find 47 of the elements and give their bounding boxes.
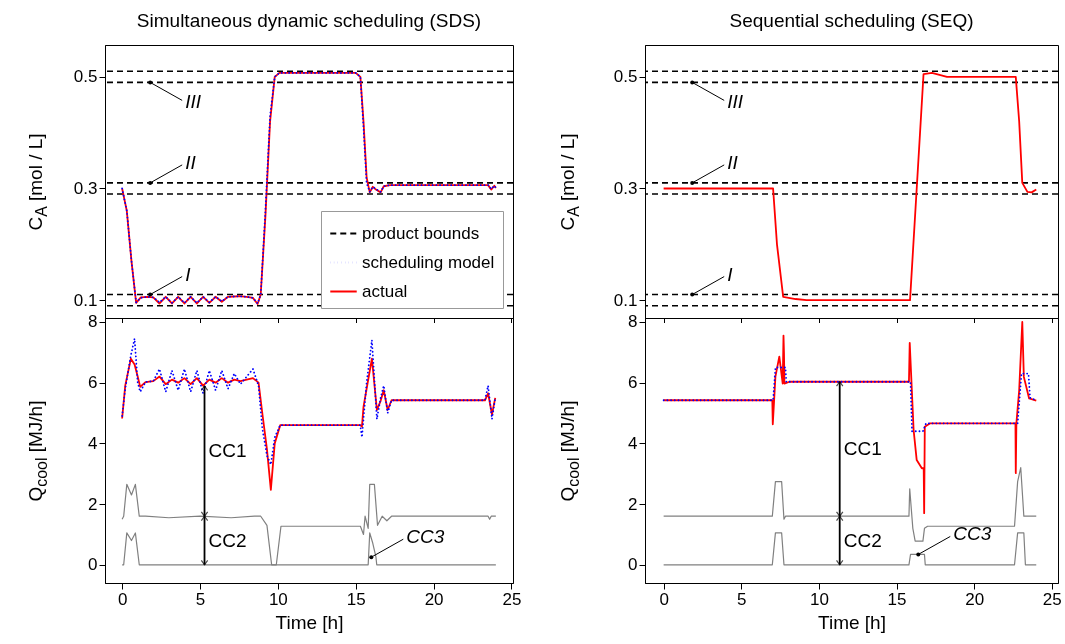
y-tick-label: 0.1 — [613, 290, 638, 310]
y-tick-label: 0.5 — [613, 67, 638, 87]
y-tick-label: 2 — [628, 494, 638, 514]
annotation: III — [727, 91, 744, 113]
x-tick-label: 0 — [117, 589, 128, 609]
annotation: I — [185, 263, 192, 285]
legend-label: actual — [362, 281, 408, 301]
y-tick-label: 0 — [628, 555, 638, 575]
legend-label: product bounds — [362, 223, 480, 243]
x-tick-label: 20 — [424, 589, 444, 609]
y-tick-label: 0.3 — [613, 178, 638, 198]
x-tick-label: 25 — [1042, 589, 1062, 609]
x-tick-label: 0 — [659, 589, 669, 609]
x-tick-label: 15 — [346, 589, 366, 609]
annotation: II — [185, 151, 197, 173]
annotation: CC2 — [208, 529, 247, 551]
x-axis-title: Time [h] — [818, 611, 886, 633]
x-axis-title: Time [h] — [275, 611, 344, 633]
y-tick-label: 8 — [88, 312, 98, 332]
y-tick-label: 0.5 — [73, 67, 98, 87]
annotation: III — [185, 91, 202, 113]
y-tick-label: 6 — [628, 373, 638, 393]
annotation: CC2 — [843, 529, 882, 551]
y-tick-label: 0 — [88, 555, 98, 575]
y-tick-label: 0.1 — [73, 290, 98, 310]
x-tick-label: 10 — [268, 589, 288, 609]
x-tick-label: 20 — [965, 589, 985, 609]
y-tick-label: 4 — [88, 433, 98, 453]
x-tick-label: 5 — [195, 589, 206, 609]
y-tick-label: 0.3 — [73, 178, 98, 198]
annotation: CC1 — [843, 437, 882, 459]
y-tick-label: 6 — [88, 373, 98, 393]
x-tick-label: 10 — [809, 589, 829, 609]
x-tick-label: 15 — [887, 589, 907, 609]
annotation: I — [727, 263, 734, 285]
y-tick-label: 8 — [628, 312, 638, 332]
y-tick-label: 4 — [628, 433, 638, 453]
annotation: CC1 — [208, 440, 247, 462]
y-tick-label: 2 — [88, 494, 98, 514]
chart-title: Sequential scheduling (SEQ) — [729, 10, 974, 31]
legend-label: scheduling model — [362, 252, 495, 272]
annotation: CC3 — [953, 523, 992, 545]
x-tick-label: 25 — [502, 589, 522, 609]
annotation: II — [727, 151, 739, 173]
chart-title: Simultaneous dynamic scheduling (SDS) — [136, 10, 482, 31]
x-tick-label: 5 — [737, 589, 747, 609]
annotation: CC3 — [406, 526, 445, 548]
